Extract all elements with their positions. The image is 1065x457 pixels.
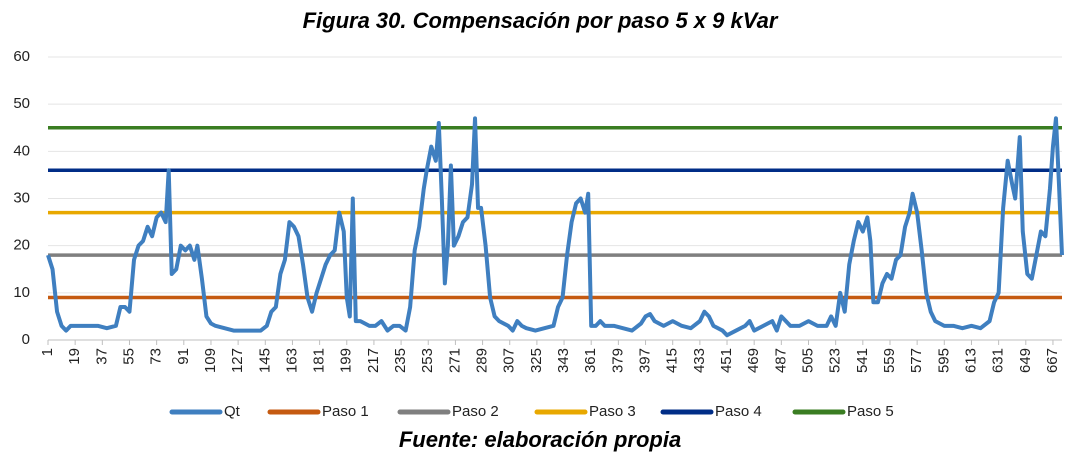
x-tick-label: 163: [283, 348, 300, 373]
legend-label: Paso 3: [589, 403, 636, 420]
x-tick-label: 235: [392, 348, 409, 373]
x-tick-label: 217: [365, 348, 382, 373]
legend-label: Qt: [224, 403, 241, 420]
chart-title: Figura 30. Compensación por paso 5 x 9 k…: [303, 8, 779, 33]
x-tick-label: 451: [718, 348, 735, 373]
x-tick-label: 55: [120, 348, 137, 365]
x-tick-label: 397: [637, 348, 654, 373]
x-tick-label: 631: [990, 348, 1007, 373]
x-tick-label: 469: [745, 348, 762, 373]
x-tick-label: 613: [962, 348, 979, 373]
x-tick-label: 73: [148, 348, 165, 365]
y-tick-label: 40: [13, 142, 30, 159]
x-tick-label: 415: [664, 348, 681, 373]
x-tick-label: 181: [311, 348, 328, 373]
x-tick-label: 649: [1017, 348, 1034, 373]
y-tick-label: 30: [13, 189, 30, 206]
x-tick-label: 91: [175, 348, 192, 365]
y-tick-label: 10: [13, 284, 30, 301]
x-tick-label: 577: [908, 348, 925, 373]
legend-label: Paso 2: [452, 403, 499, 420]
x-tick-label: 541: [854, 348, 871, 373]
x-tick-label: 559: [881, 348, 898, 373]
x-tick-label: 523: [827, 348, 844, 373]
x-tick-label: 271: [446, 348, 463, 373]
x-tick-label: 343: [555, 348, 572, 373]
x-tick-label: 19: [66, 348, 83, 365]
legend-label: Paso 5: [847, 403, 894, 420]
legend-label: Paso 1: [322, 403, 369, 420]
x-tick-label: 307: [501, 348, 518, 373]
x-tick-label: 253: [419, 348, 436, 373]
y-tick-label: 60: [13, 48, 30, 65]
y-tick-label: 0: [22, 331, 30, 348]
x-tick-label: 145: [256, 348, 273, 373]
x-tick-label: 109: [202, 348, 219, 373]
x-tick-label: 289: [474, 348, 491, 373]
x-tick-label: 433: [691, 348, 708, 373]
legend-label: Paso 4: [715, 403, 762, 420]
x-tick-label: 595: [935, 348, 952, 373]
y-tick-label: 20: [13, 237, 30, 254]
x-tick-label: 325: [528, 348, 545, 373]
x-tick-label: 199: [338, 348, 355, 373]
x-tick-label: 487: [772, 348, 789, 373]
x-tick-label: 1: [39, 348, 56, 356]
x-tick-label: 127: [229, 348, 246, 373]
x-tick-label: 667: [1044, 348, 1061, 373]
x-tick-label: 37: [93, 348, 110, 365]
x-tick-label: 379: [609, 348, 626, 373]
series-line: [46, 116, 1064, 338]
x-tick-label: 361: [582, 348, 599, 373]
y-tick-label: 50: [13, 95, 30, 112]
x-tick-label: 505: [799, 348, 816, 373]
chart-source: Fuente: elaboración propia: [399, 427, 681, 452]
